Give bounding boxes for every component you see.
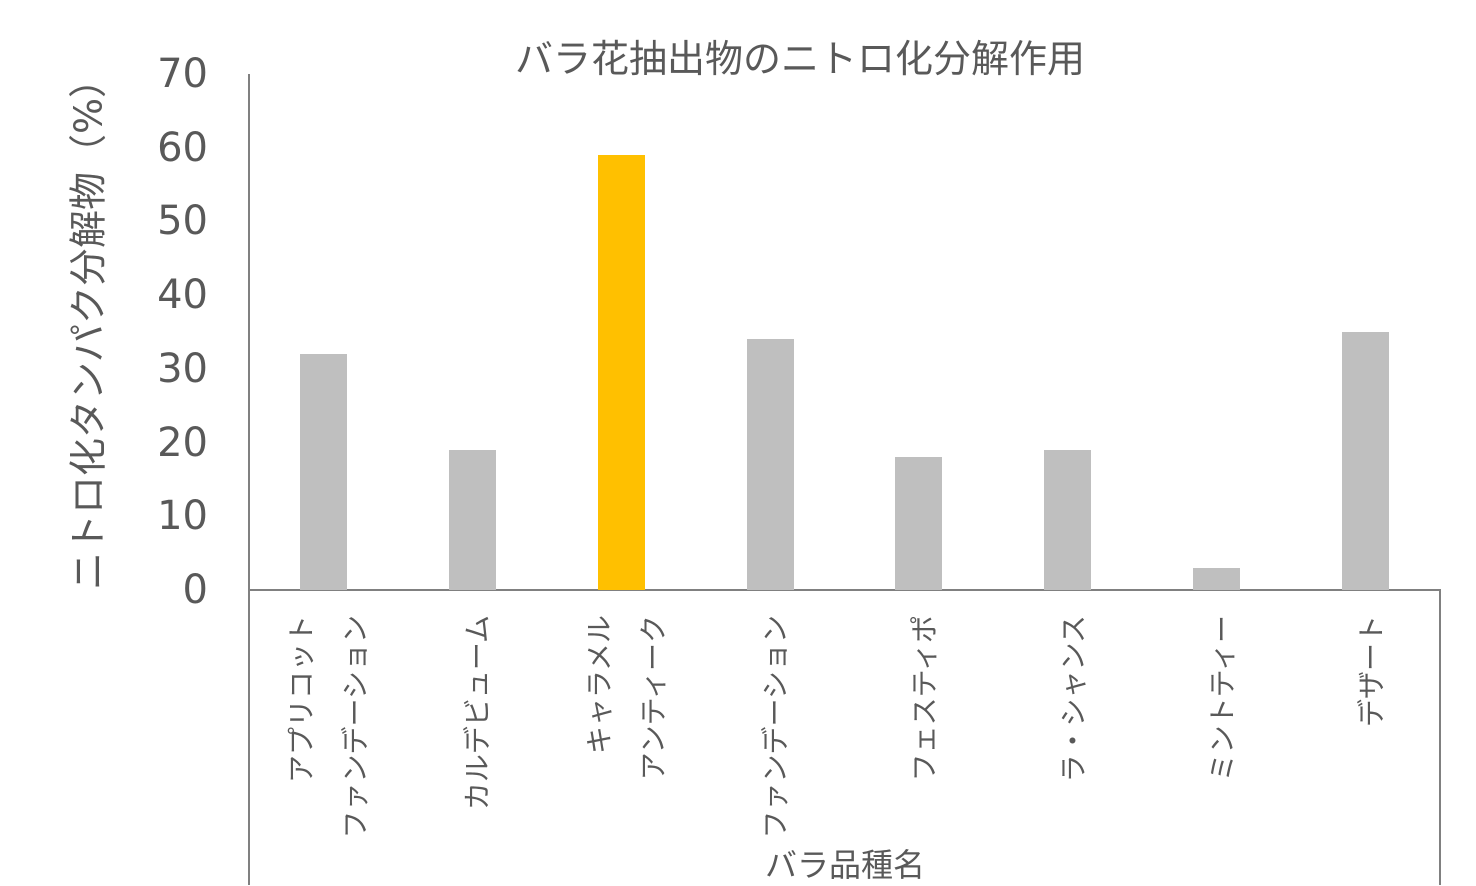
x-tick-label-line: キャラメル <box>583 615 617 755</box>
bar <box>448 449 496 590</box>
x-tick-label-line: アンティーク <box>637 615 671 781</box>
y-tick-label: 50 <box>157 198 208 245</box>
x-tick-label: フェスティポ <box>903 615 941 815</box>
x-tick-label: アプリコット ファンデーション <box>280 615 373 839</box>
bar <box>1342 332 1390 590</box>
y-tick-label: 20 <box>157 419 208 466</box>
y-tick-label: 70 <box>157 51 208 97</box>
y-tick-label: 30 <box>157 345 208 392</box>
x-tick-label: ファンデーション <box>754 615 793 839</box>
x-tick-label-line: ファンデーション <box>759 615 793 839</box>
x-tick-label: ミントティー <box>1201 615 1239 815</box>
x-axis-label: バラ品種名 <box>764 846 926 884</box>
plot-right-border <box>1439 589 1441 885</box>
x-tick-label: デザート <box>1350 615 1388 815</box>
x-tick-label-line: ミントティー <box>1205 615 1239 782</box>
x-tick-label-line: フェスティポ <box>907 615 941 782</box>
x-tick-label-line: ファンデーション <box>339 615 373 839</box>
y-tick-label: 10 <box>157 493 208 540</box>
bar <box>299 354 347 590</box>
y-axis-label: ニトロ化タンパク分解物（%） <box>66 59 111 591</box>
x-tick-label: ラ・シャンス <box>1052 615 1090 815</box>
bar <box>895 457 943 590</box>
y-tick-label: 60 <box>157 124 208 171</box>
bar <box>1193 567 1241 590</box>
x-tick-label-line: デザート <box>1354 615 1388 728</box>
x-tick-label: カルデビューム <box>456 615 495 815</box>
chart-title: バラ花抽出物のニトロ化分解作用 <box>514 37 1085 81</box>
bar <box>597 155 645 590</box>
x-tick-label: キャラメル アンティーク <box>578 615 671 815</box>
x-tick-label-line: アプリコット <box>285 615 319 784</box>
y-tick-label: 40 <box>157 272 208 319</box>
x-tick-label-line: カルデビューム <box>461 615 495 811</box>
bar <box>1044 449 1092 590</box>
y-tick-label: 0 <box>182 567 208 613</box>
bar <box>746 339 794 590</box>
x-axis-line <box>248 589 1441 591</box>
y-axis-line <box>248 74 250 885</box>
x-tick-label-line: ラ・シャンス <box>1056 615 1090 783</box>
